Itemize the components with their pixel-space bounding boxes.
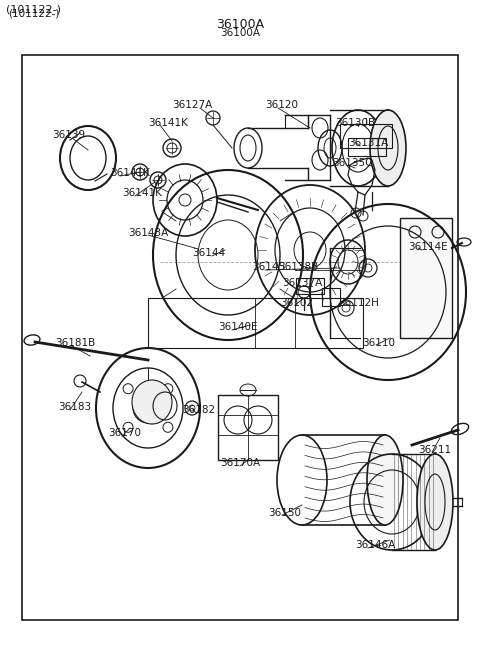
Bar	[400, 218, 452, 338]
Text: 36181B: 36181B	[55, 338, 95, 348]
Text: 36130B: 36130B	[335, 118, 375, 128]
Text: 36114E: 36114E	[408, 242, 448, 252]
Bar	[340, 124, 392, 148]
Text: 36138B: 36138B	[278, 262, 318, 272]
Ellipse shape	[132, 380, 172, 424]
Text: 36141K: 36141K	[148, 118, 188, 128]
Text: 36127A: 36127A	[172, 100, 212, 110]
Text: 36102: 36102	[280, 298, 313, 308]
Bar	[22, 55, 458, 620]
Ellipse shape	[370, 110, 406, 186]
Text: 36170: 36170	[108, 428, 141, 438]
Ellipse shape	[417, 454, 453, 550]
Bar	[218, 395, 278, 460]
Text: 36183: 36183	[58, 402, 91, 412]
Text: 36131A: 36131A	[348, 138, 388, 148]
Text: 36120: 36120	[265, 100, 298, 110]
Ellipse shape	[367, 435, 403, 525]
Text: 36110: 36110	[362, 338, 395, 348]
Text: 36141K: 36141K	[110, 168, 150, 178]
Bar	[322, 288, 340, 306]
Text: 36143A: 36143A	[128, 228, 168, 238]
Text: 36139: 36139	[52, 130, 85, 140]
Text: 36146A: 36146A	[355, 540, 395, 550]
Text: (101122-): (101122-)	[6, 4, 61, 14]
Text: (101122-): (101122-)	[8, 8, 60, 18]
Bar	[348, 138, 386, 156]
Text: 36100A: 36100A	[220, 28, 260, 38]
Text: 36100A: 36100A	[216, 18, 264, 31]
Text: 36211: 36211	[418, 445, 451, 455]
Text: 36144: 36144	[192, 248, 225, 258]
Text: 36150: 36150	[268, 508, 301, 518]
Bar	[296, 278, 324, 294]
Text: 36141K: 36141K	[122, 188, 162, 198]
Text: 36182: 36182	[182, 405, 215, 415]
Text: 36170A: 36170A	[220, 458, 260, 468]
Text: 36135C: 36135C	[332, 158, 372, 168]
Text: 36137A: 36137A	[282, 278, 322, 288]
Text: 36140E: 36140E	[218, 322, 257, 332]
Bar	[148, 298, 363, 348]
Text: 36145: 36145	[252, 262, 285, 272]
Text: 36112H: 36112H	[338, 298, 379, 308]
